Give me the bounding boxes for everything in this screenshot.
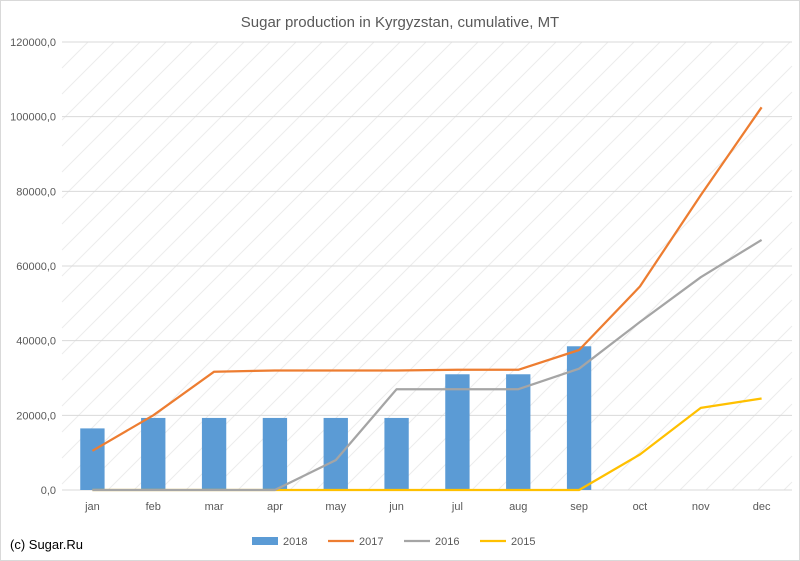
line-series bbox=[91, 106, 763, 492]
bar-2018-may bbox=[323, 417, 348, 490]
line-2015 bbox=[92, 397, 762, 492]
line-2017 bbox=[91, 106, 763, 452]
bar-2018-jan bbox=[80, 428, 105, 490]
x-tick-label: aug bbox=[509, 501, 527, 513]
x-tick-label: jun bbox=[388, 501, 404, 513]
bar-2018-apr bbox=[262, 417, 288, 490]
x-tick-label: dec bbox=[753, 501, 771, 513]
legend-item-2017: 2017 bbox=[328, 536, 383, 548]
legend-label: 2015 bbox=[511, 536, 535, 548]
x-tick-label: jan bbox=[84, 501, 100, 513]
bar-2018-mar bbox=[201, 417, 227, 490]
y-tick-label: 60000,0 bbox=[16, 261, 56, 273]
bar-2018-aug bbox=[506, 374, 531, 490]
x-tick-label: apr bbox=[267, 501, 283, 513]
credit-text: (c) Sugar.Ru bbox=[10, 537, 83, 552]
legend-swatch bbox=[252, 537, 278, 545]
legend-label: 2016 bbox=[435, 536, 459, 548]
y-tick-label: 0,0 bbox=[41, 485, 56, 497]
legend-item-2015: 2015 bbox=[480, 536, 535, 548]
x-tick-label: jul bbox=[451, 501, 463, 513]
y-tick-label: 20000,0 bbox=[16, 410, 56, 422]
x-axis: jan feb mar apr may jun jul aug sep oct nov dec bbox=[84, 501, 771, 513]
legend-item-2018: 2018 bbox=[252, 536, 307, 548]
x-tick-label: mar bbox=[205, 501, 224, 513]
y-tick-label: 40000,0 bbox=[16, 336, 56, 348]
legend-label: 2017 bbox=[359, 536, 383, 548]
x-tick-label: nov bbox=[692, 501, 710, 513]
legend-label: 2018 bbox=[283, 536, 307, 548]
line-2016 bbox=[92, 238, 763, 492]
y-tick-label: 100000,0 bbox=[10, 112, 56, 124]
bar-series bbox=[80, 346, 592, 490]
chart-title: Sugar production in Kyrgyzstan, cumulati… bbox=[241, 14, 559, 31]
bar-2018-feb bbox=[141, 417, 166, 490]
x-tick-label: oct bbox=[633, 501, 648, 513]
y-tick-label: 80000,0 bbox=[16, 186, 56, 198]
bar-2018-jun bbox=[384, 417, 409, 490]
y-tick-label: 120000,0 bbox=[10, 37, 56, 49]
x-tick-label: feb bbox=[146, 501, 161, 513]
y-axis: 0,0 20000,0 40000,0 60000,0 80000,0 100000,0 1… bbox=[10, 37, 56, 497]
bar-2018-jul bbox=[445, 374, 470, 490]
bar-2018-sep bbox=[566, 346, 592, 490]
legend-item-2016: 2016 bbox=[404, 536, 459, 548]
legend: 2018 2017 2016 2015 bbox=[252, 536, 535, 548]
gridlines bbox=[62, 41, 792, 491]
x-tick-label: sep bbox=[570, 501, 588, 513]
x-tick-label: may bbox=[325, 501, 346, 513]
